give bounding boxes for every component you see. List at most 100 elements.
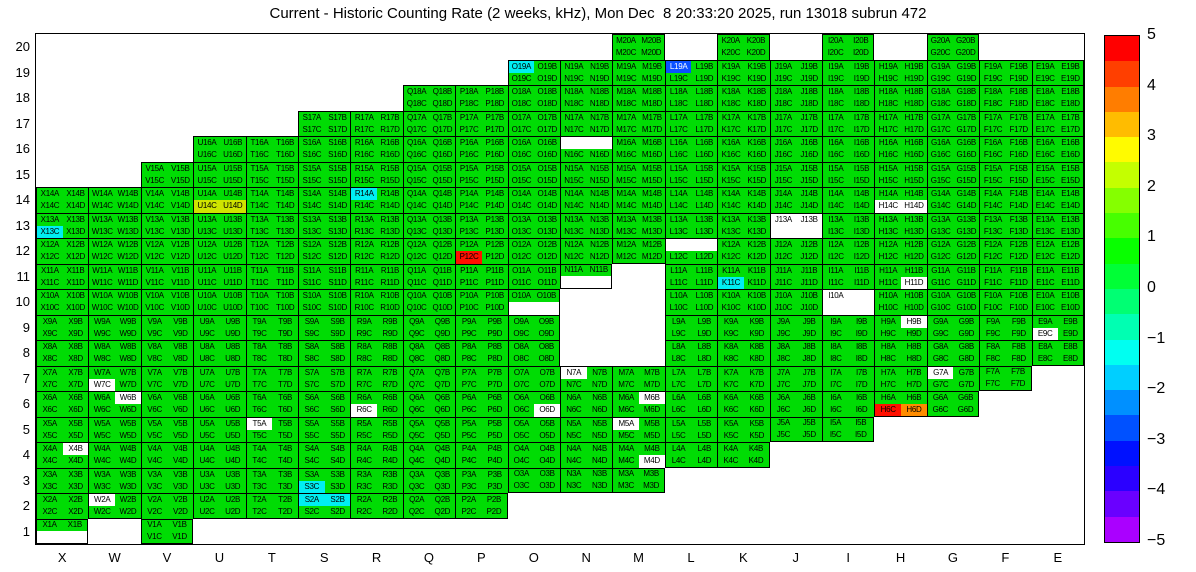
quadrant-X14A: X14A <box>37 188 63 201</box>
cell-M18: M18A M18B M18C M18D <box>612 85 665 111</box>
cell-N12: N12A N12B N12C N12D <box>560 238 613 264</box>
quadrant-W4C: W4C <box>89 455 116 468</box>
quadrant-W4B: W4B <box>115 443 141 456</box>
quadrant-I12D: I12D <box>848 251 875 264</box>
quadrant-G13A: G13A <box>927 213 954 226</box>
quadrant-W8A: W8A <box>89 341 116 354</box>
quadrant-N13A: N13A <box>561 213 587 226</box>
x-axis-label-I: I <box>846 550 850 565</box>
quadrant-N13D: N13D <box>586 225 613 238</box>
quadrant-K9B: K9B <box>743 315 770 328</box>
quadrant-R13D: R13D <box>377 225 403 238</box>
quadrant-P14D: P14D <box>481 200 508 213</box>
colorbar-tick-3: 3 <box>1147 127 1156 145</box>
quadrant-J13A: J13A <box>770 213 797 226</box>
quadrant-H14D: H14D <box>901 200 927 213</box>
quadrant-H7A: H7A <box>875 366 902 379</box>
quadrant-M18A: M18A <box>613 86 640 99</box>
cell-F7: F7A F7B F7C F7D <box>979 365 1032 391</box>
quadrant-P18A: P18A <box>456 86 482 99</box>
quadrant-P13D: P13D <box>481 225 508 238</box>
quadrant-V6D: V6D <box>167 404 194 417</box>
quadrant-M18D: M18D <box>639 98 665 111</box>
quadrant-K9D: K9D <box>743 327 770 340</box>
quadrant-Q5A: Q5A <box>403 417 430 430</box>
quadrant-G10A: G10A <box>927 290 954 303</box>
cell-M12: M12A M12B M12C M12D <box>612 238 665 264</box>
quadrant-T5A: T5A <box>246 417 273 430</box>
quadrant-L12C: L12C <box>665 251 692 264</box>
quadrant-N17A: N17A <box>561 111 587 124</box>
quadrant-I13C: I13C <box>823 225 849 238</box>
quadrant-F15B: F15B <box>1005 162 1032 175</box>
quadrant-Q10D: Q10D <box>429 302 456 315</box>
cell-P17: P17A P17B P17C P17D <box>455 110 508 136</box>
quadrant-G9A: G9A <box>927 315 954 328</box>
quadrant-M3B: M3B <box>638 468 664 481</box>
colorbar-segment-7 <box>1105 213 1139 239</box>
quadrant-P7C: P7C <box>456 378 482 391</box>
quadrant-I18C: I18C <box>823 98 849 111</box>
quadrant-G7C: G7C <box>927 378 954 391</box>
quadrant-U11A: U11A <box>194 264 220 277</box>
quadrant-L13B: L13B <box>691 213 718 226</box>
quadrant-O15B: O15B <box>534 162 560 175</box>
quadrant-H19A: H19A <box>875 60 902 73</box>
quadrant-V9B: V9B <box>167 315 194 328</box>
quadrant-Q13D: Q13D <box>429 225 456 238</box>
quadrant-X4D: X4D <box>62 455 89 468</box>
quadrant-O8A: O8A <box>508 341 534 354</box>
quadrant-K20B: K20B <box>743 35 769 48</box>
quadrant-U7A: U7A <box>194 366 220 379</box>
quadrant-E14B: E14B <box>1057 188 1083 201</box>
quadrant-P18B: P18B <box>481 86 508 99</box>
quadrant-J10D: J10D <box>796 302 822 315</box>
quadrant-G18D: G18D <box>953 98 980 111</box>
cell-T10: T10A T10B T10C T10D <box>245 289 298 315</box>
quadrant-M19C: M19C <box>613 72 640 85</box>
quadrant-L16A: L16A <box>665 137 692 150</box>
quadrant-E10D: E10D <box>1057 302 1083 315</box>
quadrant-T13D: T13D <box>272 225 298 238</box>
cell-E19: E19A E19B E19C E19D <box>1031 59 1084 85</box>
quadrant-I12B: I12B <box>848 239 875 252</box>
quadrant-L8C: L8C <box>665 353 692 366</box>
quadrant-K9C: K9C <box>718 327 744 340</box>
cell-U8: U8A U8B U8C U8D <box>193 340 246 366</box>
quadrant-U11D: U11D <box>219 276 246 289</box>
quadrant-V9D: V9D <box>167 327 194 340</box>
quadrant-W14D: W14D <box>115 200 141 213</box>
quadrant-U16D: U16D <box>219 149 246 162</box>
quadrant-W7B: W7B <box>115 366 141 379</box>
colorbar-tick-0: 0 <box>1147 279 1156 296</box>
quadrant-T8B: T8B <box>272 341 298 354</box>
quadrant-R6D: R6D <box>377 404 403 417</box>
quadrant-P16B: P16B <box>481 137 508 150</box>
quadrant-F16A: F16A <box>980 137 1006 150</box>
quadrant-H10B: H10B <box>901 290 927 303</box>
quadrant-W2C: W2C <box>89 505 116 518</box>
quadrant-S11D: S11D <box>324 276 351 289</box>
quadrant-M7B: M7B <box>639 366 665 379</box>
quadrant-M18B: M18B <box>639 86 665 99</box>
quadrant-H14B: H14B <box>901 188 927 201</box>
colorbar-segment-10 <box>1105 288 1139 315</box>
quadrant-O8B: O8B <box>533 341 559 354</box>
quadrant-V4C: V4C <box>141 455 168 468</box>
cell-N17: N17A N17B N17C N17D <box>560 110 613 136</box>
quadrant-G9D: G9D <box>953 327 980 340</box>
quadrant-Q16B: Q16B <box>429 137 456 150</box>
quadrant-U4C: U4C <box>194 455 220 468</box>
cell-L17: L17A L17B L17C L17D <box>664 110 718 136</box>
quadrant-S7D: S7D <box>324 378 351 391</box>
quadrant-blank <box>665 239 692 252</box>
quadrant-T4A: T4A <box>246 443 273 456</box>
quadrant-N4B: N4B <box>586 443 613 456</box>
quadrant-T2B: T2B <box>272 494 298 506</box>
cell-F9: F9A F9B F9C F9D <box>979 314 1032 340</box>
quadrant-K16A: K16A <box>718 137 744 150</box>
cell-U3: U3A U3B U3C U3D <box>193 467 246 493</box>
quadrant-X2B: X2B <box>62 494 89 507</box>
quadrant-T11B: T11B <box>272 264 298 277</box>
quadrant-F10D: F10D <box>1005 302 1032 315</box>
